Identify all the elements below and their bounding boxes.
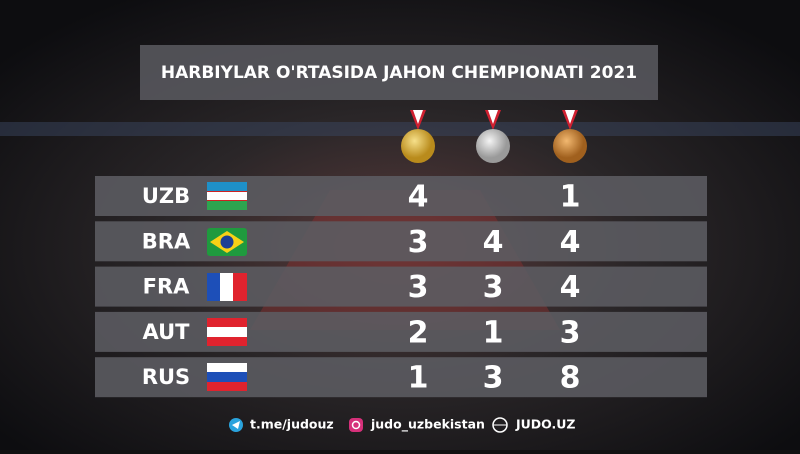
row-background [95, 357, 707, 398]
title-box [140, 45, 658, 100]
rows: UZB 4 1 BRA 3 4 4 FRA 3 3 4 AUT 2 1 3 RUS 1 3 8 [95, 176, 707, 398]
row-background [95, 176, 707, 216]
country-code: BRA [142, 229, 191, 253]
banner [0, 122, 800, 136]
flag-uzb [207, 182, 247, 210]
flag-bra [207, 228, 247, 256]
country-code: UZB [142, 184, 190, 208]
silver-count: 3 [483, 361, 504, 396]
bronze-count: 1 [560, 180, 581, 215]
bronze-count: 4 [560, 225, 581, 260]
gold-count: 4 [408, 180, 429, 215]
flag-fra [207, 273, 247, 301]
gold-medal [401, 129, 435, 163]
gold-count: 3 [408, 270, 429, 305]
row-background [95, 266, 707, 307]
telegram-link[interactable]: t.me/judouz [250, 417, 334, 432]
instagram-link[interactable]: judo_uzbekistan [370, 417, 485, 433]
country-code: FRA [143, 275, 191, 299]
gold-count: 2 [408, 315, 429, 350]
instagram-icon [349, 418, 363, 432]
silver-count: 4 [483, 225, 504, 260]
row-background [95, 311, 707, 352]
bronze-count: 3 [560, 315, 581, 350]
bronze-count: 4 [560, 270, 581, 305]
flags [207, 182, 247, 391]
row-background [95, 221, 707, 262]
gold-count: 1 [408, 361, 429, 396]
medals [401, 110, 587, 163]
silver-count: 3 [483, 270, 504, 305]
silver-medal [476, 129, 510, 163]
flag-aut [207, 318, 247, 346]
bronze-medal [553, 129, 587, 163]
footer: t.me/judouz judo_uzbekistan JUDO.UZ [229, 417, 576, 433]
title: HARBIYLAR O'RTASIDA JAHON CHEMPIONATI 20… [161, 63, 637, 83]
bronze-count: 8 [560, 361, 581, 396]
silver-count: 1 [483, 315, 504, 350]
country-code: RUS [142, 365, 190, 389]
website-link[interactable]: JUDO.UZ [515, 417, 576, 432]
country-code: AUT [143, 320, 191, 344]
gold-count: 3 [408, 225, 429, 260]
flag-rus [207, 363, 247, 391]
